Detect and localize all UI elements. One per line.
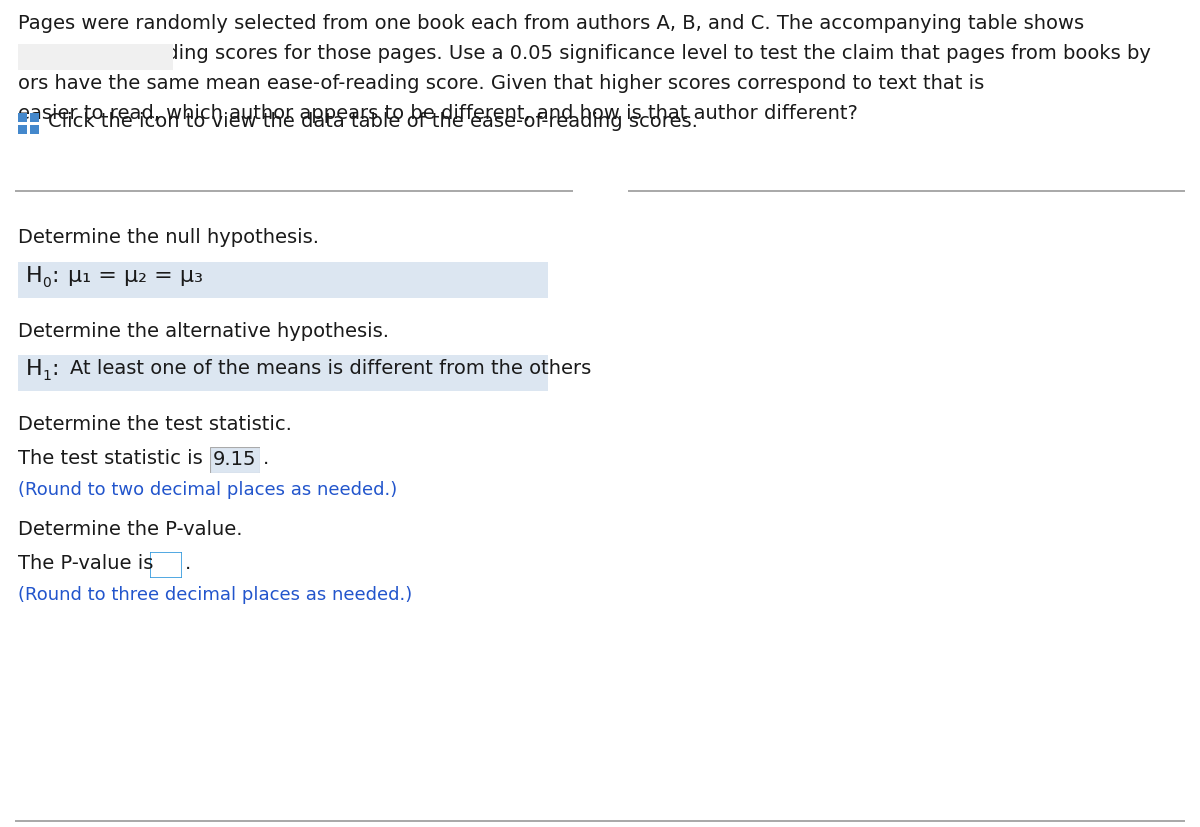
Text: H: H <box>26 359 43 379</box>
Text: Determine the P-value.: Determine the P-value. <box>18 520 242 539</box>
Text: The P-value is: The P-value is <box>18 554 160 573</box>
Text: Determine the null hypothesis.: Determine the null hypothesis. <box>18 228 319 247</box>
Text: easier to read, which author appears to be different, and how is that author dif: easier to read, which author appears to … <box>18 104 858 123</box>
Text: Determine the alternative hypothesis.: Determine the alternative hypothesis. <box>18 322 389 341</box>
Text: At least one of the means is different from the others: At least one of the means is different f… <box>70 359 592 378</box>
Text: Question Viewer: Question Viewer <box>35 46 155 61</box>
Text: 9.15: 9.15 <box>214 450 257 469</box>
Text: The test statistic is: The test statistic is <box>18 449 209 468</box>
Text: .: . <box>185 554 191 573</box>
Text: · · ·: · · · <box>590 180 610 193</box>
Text: H: H <box>26 266 43 286</box>
Text: (Round to two decimal places as needed.): (Round to two decimal places as needed.) <box>18 481 397 499</box>
Text: (Round to three decimal places as needed.): (Round to three decimal places as needed… <box>18 586 413 604</box>
Text: 1: 1 <box>42 369 50 383</box>
FancyBboxPatch shape <box>6 43 185 71</box>
FancyBboxPatch shape <box>566 174 635 201</box>
Text: Determine the test statistic.: Determine the test statistic. <box>18 415 292 434</box>
Text: Pages were randomly selected from one book each from authors A, B, and C. The ac: Pages were randomly selected from one bo… <box>18 14 1084 33</box>
Text: Click the icon to view the data table of the ease-of-reading scores.: Click the icon to view the data table of… <box>48 112 698 131</box>
Text: 0: 0 <box>42 276 50 290</box>
Text: :: : <box>52 359 59 379</box>
Text: the ease-of-reading scores for those pages. Use a 0.05 significance level to tes: the ease-of-reading scores for those pag… <box>18 44 1151 63</box>
Text: .: . <box>263 449 269 468</box>
Text: μ₁ = μ₂ = μ₃: μ₁ = μ₂ = μ₃ <box>68 266 203 286</box>
Text: :: : <box>52 266 59 286</box>
Text: ​ors have the same mean ease-of-reading score. Given that higher scores correspo: ​ors have the same mean ease-of-reading … <box>18 74 984 93</box>
